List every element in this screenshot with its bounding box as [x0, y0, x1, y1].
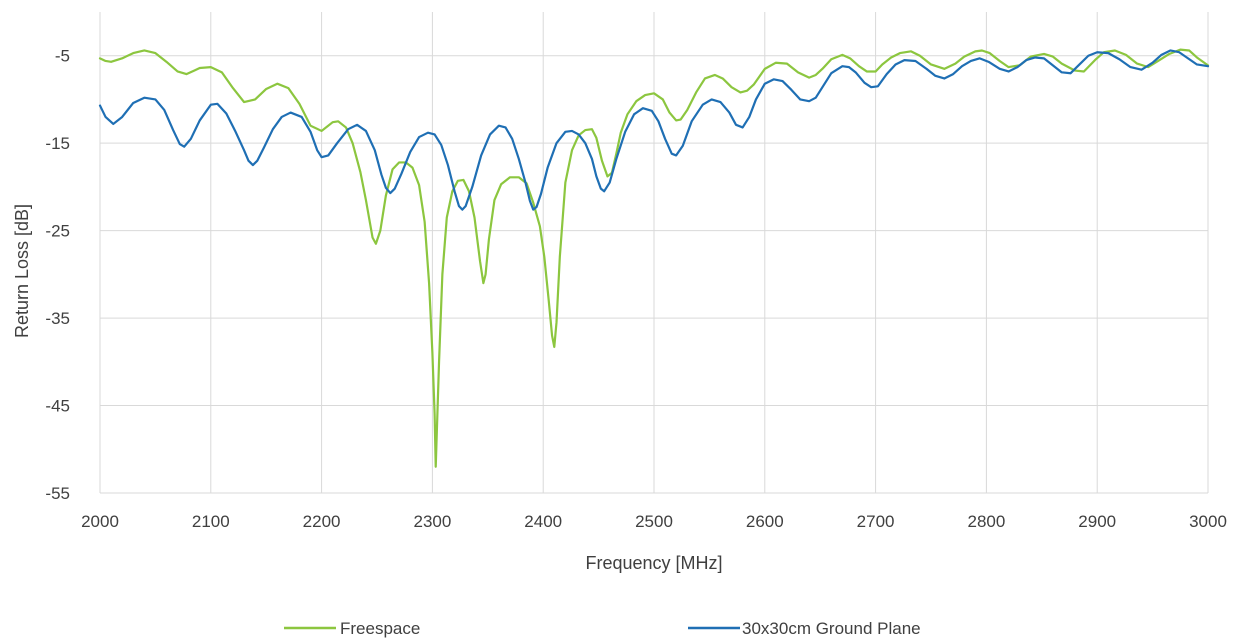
x-tick-label: 2700: [857, 512, 895, 531]
y-tick-label: -5: [55, 47, 70, 66]
x-tick-label: 2400: [524, 512, 562, 531]
x-tick-label: 2200: [303, 512, 341, 531]
x-tick-label: 2500: [635, 512, 673, 531]
chart-series-layer: [98, 48, 1210, 468]
y-tick-label: -55: [45, 484, 70, 503]
legend-label-freespace: Freespace: [340, 619, 420, 638]
x-tick-label: 2800: [967, 512, 1005, 531]
legend-label-ground-plane: 30x30cm Ground Plane: [742, 619, 921, 638]
y-axis-title: Return Loss [dB]: [12, 204, 32, 338]
chart-legend: Freespace 30x30cm Ground Plane: [284, 619, 921, 638]
chart-gridlines: [99, 12, 1209, 494]
x-axis-tick-labels: 2000 2100 2200 2300 2400 2500 2600 2700 2800 2900…: [81, 512, 1227, 531]
x-tick-label: 3000: [1189, 512, 1227, 531]
series-line-ground-plane: [98, 49, 1210, 211]
x-tick-label: 2300: [413, 512, 451, 531]
y-tick-label: -25: [45, 222, 70, 241]
y-tick-label: -35: [45, 309, 70, 328]
x-tick-label: 2900: [1078, 512, 1116, 531]
y-axis-tick-labels: -5 -15 -25 -35 -45 -55: [45, 47, 70, 503]
x-tick-label: 2100: [192, 512, 230, 531]
y-tick-label: -15: [45, 134, 70, 153]
x-tick-label: 2000: [81, 512, 119, 531]
y-tick-label: -45: [45, 397, 70, 416]
x-tick-label: 2600: [746, 512, 784, 531]
x-axis-title: Frequency [MHz]: [585, 553, 722, 573]
